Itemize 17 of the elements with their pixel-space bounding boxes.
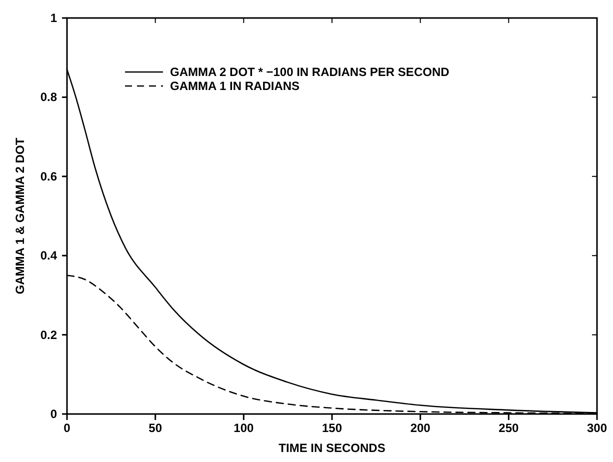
x-tick-label: 250 (498, 421, 519, 435)
x-tick-label: 200 (410, 421, 431, 435)
x-tick-label: 50 (148, 421, 162, 435)
y-tick-label: 0.6 (40, 169, 58, 184)
x-tick-label: 150 (322, 421, 342, 435)
legend-label: GAMMA 2 DOT * −100 IN RADIANS PER SECOND (170, 65, 450, 79)
x-tick-label: 100 (234, 421, 254, 435)
x-tick-label: 0 (64, 421, 71, 435)
y-tick-label: 0.4 (40, 248, 58, 263)
y-tick-label: 0.2 (40, 328, 58, 342)
y-tick-label: 0 (50, 407, 58, 421)
legend-label: GAMMA 1 IN RADIANS (170, 79, 300, 93)
y-tick-label: 1 (50, 11, 58, 25)
x-axis-title: TIME IN SECONDS (278, 441, 386, 455)
x-tick-label: 300 (586, 421, 608, 435)
y-tick-label: 0.8 (40, 90, 58, 104)
y-axis-title: GAMMA 1 & GAMMA 2 DOT (13, 137, 27, 294)
